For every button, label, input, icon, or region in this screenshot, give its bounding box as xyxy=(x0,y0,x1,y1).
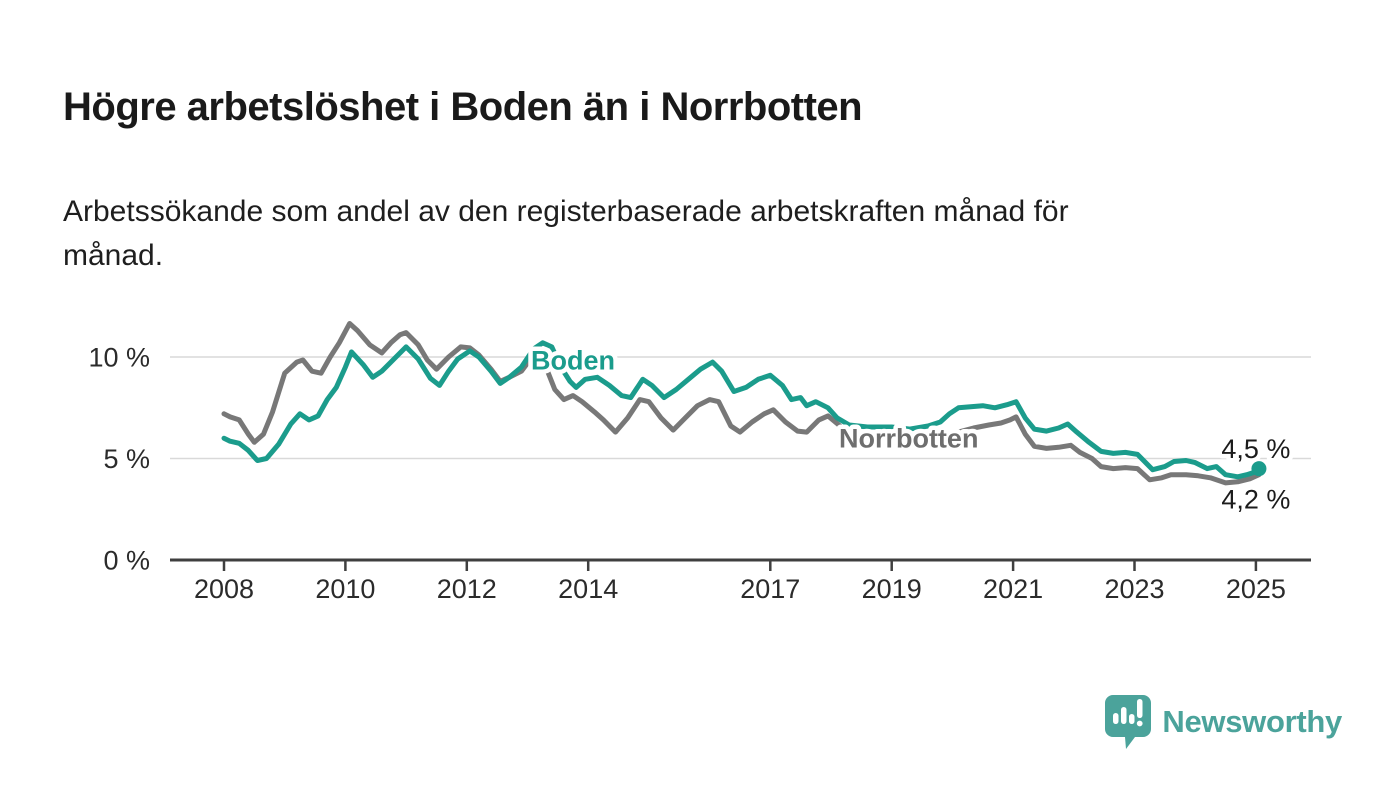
x-tick-label-2010: 2010 xyxy=(315,574,375,604)
x-tick-label-2012: 2012 xyxy=(437,574,497,604)
logo-bar-2 xyxy=(1121,707,1127,724)
logo-exclamation-dot xyxy=(1137,720,1143,727)
x-tick-label-2021: 2021 xyxy=(983,574,1043,604)
chart-title: Högre arbetslöshet i Boden än i Norrbott… xyxy=(63,84,863,129)
y-tick-label-0: 0 % xyxy=(103,546,150,576)
brand-name: Newsworthy xyxy=(1162,704,1342,739)
y-tick-label-10: 10 % xyxy=(88,343,150,373)
annotation-4-2-: 4,2 % xyxy=(1221,485,1290,515)
logo-bar-3 xyxy=(1129,714,1135,724)
newsworthy-logo-icon xyxy=(1105,695,1152,749)
chart-subtitle: Arbetssökande som andel av den registerb… xyxy=(63,195,1069,272)
logo-bar-1 xyxy=(1113,713,1119,724)
series-line-norrbotten xyxy=(221,321,1262,486)
x-tick-label-2019: 2019 xyxy=(862,574,922,604)
end-dot-boden xyxy=(1251,461,1267,477)
y-tick-label-5: 5 % xyxy=(103,444,150,474)
logo-bubble-shape xyxy=(1105,695,1152,749)
annotation-norrbotten: Norrbotten xyxy=(839,424,978,454)
newsworthy-logo: Newsworthy xyxy=(1104,694,1342,750)
x-tick-label-2008: 2008 xyxy=(194,574,254,604)
annotation-boden: Boden xyxy=(531,346,615,376)
x-tick-label-2023: 2023 xyxy=(1104,574,1164,604)
annotation-4-5-: 4,5 % xyxy=(1221,434,1290,464)
x-tick-label-2014: 2014 xyxy=(558,574,618,604)
series-line-boden xyxy=(221,340,1262,480)
x-tick-label-2017: 2017 xyxy=(740,574,800,604)
x-tick-label-2025: 2025 xyxy=(1226,574,1286,604)
logo-exclamation-bar xyxy=(1137,699,1143,718)
